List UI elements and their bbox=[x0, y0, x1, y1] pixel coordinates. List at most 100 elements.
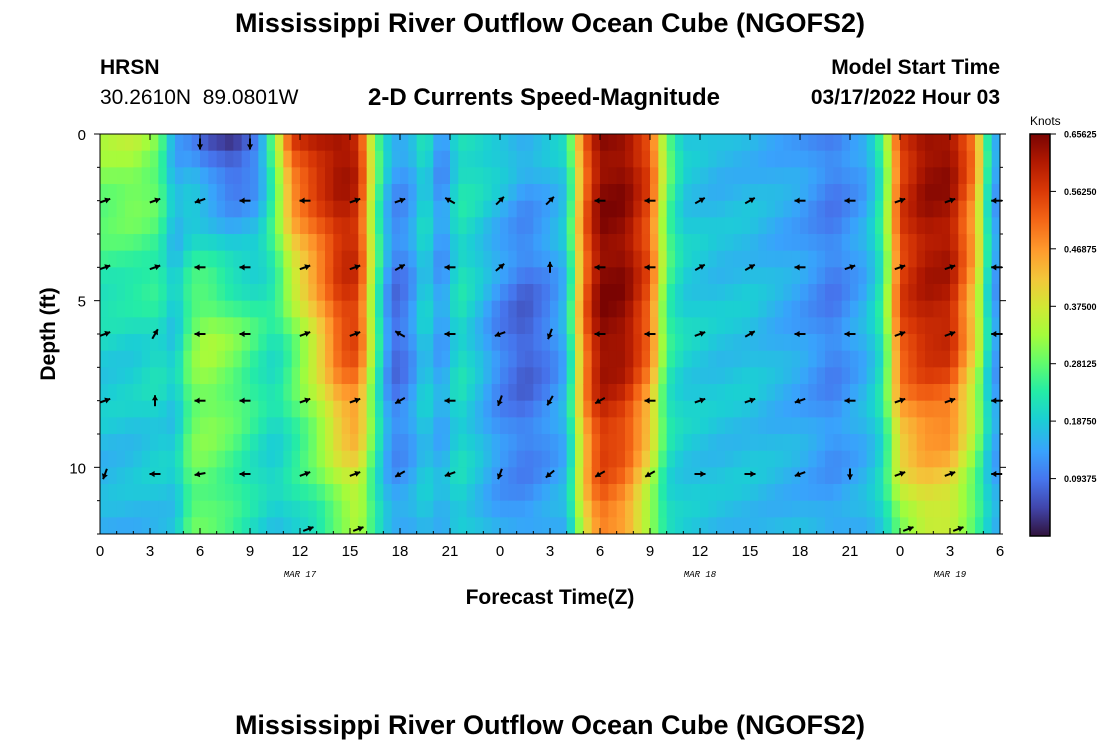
heatmap-cell bbox=[116, 317, 126, 335]
heatmap-cell bbox=[683, 134, 693, 152]
heatmap-cell bbox=[150, 217, 159, 235]
heatmap-cell bbox=[858, 484, 868, 502]
heatmap-cell bbox=[866, 334, 876, 352]
heatmap-cell bbox=[891, 317, 901, 335]
heatmap-cell bbox=[100, 384, 109, 402]
heatmap-cell bbox=[891, 250, 901, 268]
heatmap-cell bbox=[950, 500, 959, 518]
heatmap-cell bbox=[575, 484, 584, 502]
heatmap-cell bbox=[966, 150, 976, 168]
heatmap-cell bbox=[791, 434, 801, 452]
heatmap-cell bbox=[458, 150, 468, 168]
heatmap-cell bbox=[900, 484, 909, 502]
heatmap-cell bbox=[983, 300, 993, 318]
heatmap-cell bbox=[550, 250, 559, 268]
heatmap-cell bbox=[716, 250, 726, 268]
current-arrow bbox=[495, 196, 505, 206]
heatmap-cell bbox=[250, 250, 259, 268]
heatmap-cell bbox=[833, 184, 843, 202]
heatmap-cell bbox=[575, 234, 584, 252]
current-arrow bbox=[299, 264, 311, 271]
heatmap-cell bbox=[575, 300, 584, 318]
heatmap-cell bbox=[725, 267, 734, 285]
heatmap-cell bbox=[650, 267, 659, 285]
heatmap-cell bbox=[816, 167, 826, 185]
heatmap-cell bbox=[333, 250, 343, 268]
heatmap-cell bbox=[483, 284, 493, 302]
current-arrow bbox=[149, 470, 161, 478]
current-arrow bbox=[944, 397, 956, 404]
heatmap-cell bbox=[566, 134, 576, 152]
heatmap-cell bbox=[700, 400, 709, 418]
heatmap-cell bbox=[808, 217, 818, 235]
heatmap-cell bbox=[408, 500, 418, 518]
heatmap-cell bbox=[366, 134, 376, 152]
heatmap-cell bbox=[608, 150, 618, 168]
heatmap-cell bbox=[483, 317, 493, 335]
heatmap-cell bbox=[700, 334, 709, 352]
heatmap-cell bbox=[458, 517, 468, 534]
heatmap-cell bbox=[516, 484, 526, 502]
heatmap-cell bbox=[325, 234, 334, 252]
heatmap-cell bbox=[416, 517, 426, 534]
heatmap-cell bbox=[558, 317, 568, 335]
heatmap-cell bbox=[375, 334, 384, 352]
x-tick-label: 3 bbox=[146, 543, 154, 560]
heatmap-cell bbox=[433, 234, 443, 252]
heatmap-cell bbox=[225, 167, 234, 185]
heatmap-cell bbox=[825, 300, 834, 318]
heatmap-cell bbox=[908, 234, 918, 252]
heatmap-cell bbox=[225, 500, 234, 518]
heatmap-cell bbox=[350, 184, 359, 202]
heatmap-cell bbox=[300, 284, 309, 302]
heatmap-cell bbox=[175, 300, 184, 318]
heatmap-cell bbox=[208, 484, 218, 502]
station-coordinates: 30.2610N 89.0801W bbox=[100, 86, 299, 109]
current-arrow bbox=[794, 330, 806, 338]
heatmap-cell bbox=[275, 484, 284, 502]
heatmap-cell bbox=[575, 267, 584, 285]
heatmap-cell bbox=[333, 450, 343, 468]
heatmap-cell bbox=[941, 367, 951, 385]
heatmap-cell bbox=[258, 184, 268, 202]
heatmap-cell bbox=[533, 367, 543, 385]
heatmap-cell bbox=[441, 217, 451, 235]
heatmap-cell bbox=[383, 134, 393, 152]
heatmap-cell bbox=[408, 334, 418, 352]
heatmap-cell bbox=[900, 334, 909, 352]
heatmap-cell bbox=[616, 150, 626, 168]
heatmap-cell bbox=[241, 500, 251, 518]
heatmap-cell bbox=[916, 334, 926, 352]
heatmap-cell bbox=[491, 467, 501, 485]
heatmap-cell bbox=[558, 334, 568, 352]
heatmap-cell bbox=[466, 334, 476, 352]
heatmap-cell bbox=[166, 384, 176, 402]
heatmap-cell bbox=[433, 484, 443, 502]
heatmap-cell bbox=[741, 317, 751, 335]
heatmap-cell bbox=[883, 300, 893, 318]
heatmap-cell bbox=[183, 450, 193, 468]
heatmap-cell bbox=[200, 234, 209, 252]
heatmap-cell bbox=[275, 467, 284, 485]
heatmap-cell bbox=[450, 284, 459, 302]
heatmap-cell bbox=[941, 500, 951, 518]
heatmap-cell bbox=[750, 400, 759, 418]
heatmap-cell bbox=[816, 467, 826, 485]
heatmap-cell bbox=[141, 484, 151, 502]
heatmap-cell bbox=[258, 267, 268, 285]
heatmap-cell bbox=[883, 334, 893, 352]
heatmap-cell bbox=[725, 350, 734, 368]
heatmap-cell bbox=[866, 217, 876, 235]
heatmap-cell bbox=[966, 317, 976, 335]
heatmap-cell bbox=[416, 500, 426, 518]
heatmap-cell bbox=[250, 150, 259, 168]
heatmap-cell bbox=[925, 300, 934, 318]
heatmap-cell bbox=[325, 150, 334, 168]
heatmap-cell bbox=[700, 450, 709, 468]
heatmap-cell bbox=[400, 284, 409, 302]
heatmap-cell bbox=[608, 317, 618, 335]
heatmap-cell bbox=[433, 434, 443, 452]
heatmap-cell bbox=[708, 200, 718, 218]
current-arrow bbox=[496, 395, 503, 407]
heatmap-cell bbox=[225, 350, 234, 368]
